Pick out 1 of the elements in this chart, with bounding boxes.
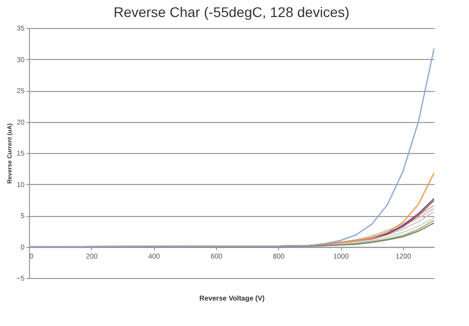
chart-title: Reverse Char (-55degC, 128 devices) bbox=[114, 4, 350, 20]
